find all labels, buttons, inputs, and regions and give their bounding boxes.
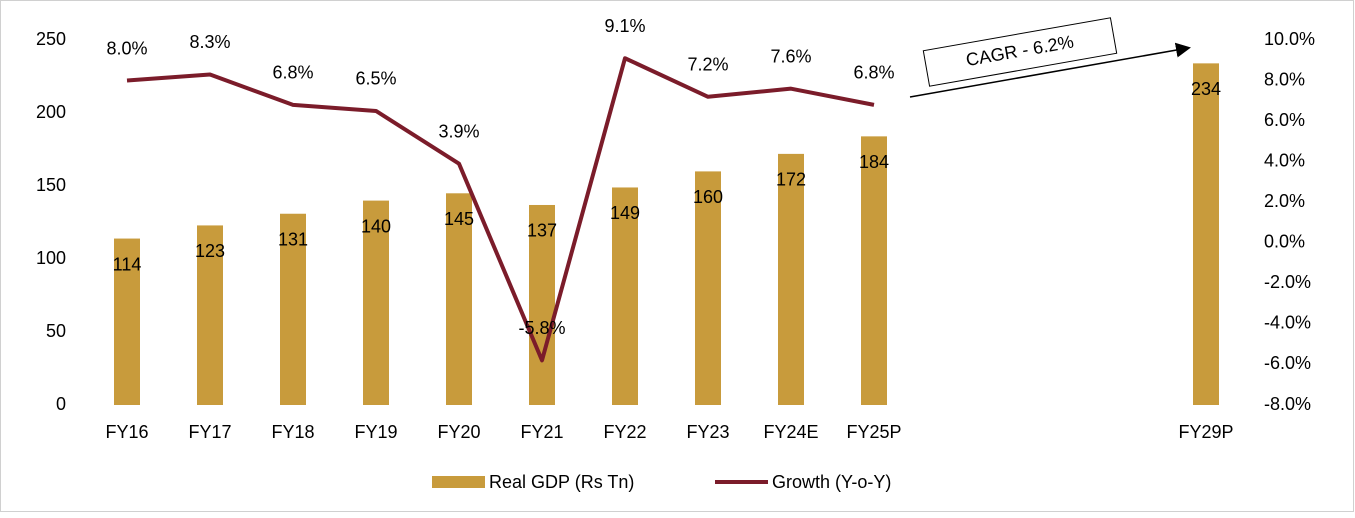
bar-label: 149 <box>610 203 640 223</box>
bar-label: 137 <box>527 221 557 241</box>
x-tick-label: FY21 <box>520 422 563 442</box>
bar-label: 160 <box>693 187 723 207</box>
bar <box>446 193 472 405</box>
y2-tick-label: -4.0% <box>1264 313 1311 333</box>
bar-label: 114 <box>113 254 142 274</box>
line-label: 8.3% <box>189 32 230 52</box>
bar <box>861 136 887 406</box>
y-tick-label: 0 <box>56 394 66 414</box>
line-label: 9.1% <box>604 16 645 36</box>
y2-tick-label: -8.0% <box>1264 394 1311 414</box>
line-label: 6.8% <box>272 63 313 83</box>
bar-label: 123 <box>195 241 225 261</box>
bar <box>778 153 804 405</box>
bar-label: 184 <box>859 152 889 172</box>
line-label: 3.9% <box>438 121 479 141</box>
x-tick-label: FY22 <box>603 422 646 442</box>
y2-tick-label: 0.0% <box>1264 232 1305 252</box>
y2-tick-label: 4.0% <box>1264 150 1305 170</box>
x-tick-label: FY16 <box>105 422 148 442</box>
y2-tick-label: 8.0% <box>1264 69 1305 89</box>
line-label: 8.0% <box>106 38 147 58</box>
y2-tick-label: 2.0% <box>1264 191 1305 211</box>
bar <box>280 213 306 405</box>
x-tick-label: FY29P <box>1178 422 1233 442</box>
x-tick-label: FY18 <box>271 422 314 442</box>
bar <box>529 204 555 405</box>
bar-label: 234 <box>1191 79 1221 99</box>
annotation: CAGR - 6.2% <box>922 17 1118 87</box>
x-tick-label: FY17 <box>188 422 231 442</box>
bar <box>1193 63 1219 406</box>
y2-tick-label: 10.0% <box>1264 29 1315 49</box>
bar <box>695 171 721 405</box>
legend-label: Growth (Y-o-Y) <box>772 472 891 492</box>
y-tick-label: 100 <box>36 248 66 268</box>
legend-label: Real GDP (Rs Tn) <box>489 472 634 492</box>
line-label: 7.6% <box>770 46 811 66</box>
x-tick-label: FY20 <box>437 422 480 442</box>
bar-label: 131 <box>278 229 308 249</box>
legend-swatch <box>432 476 485 488</box>
bar-label: 145 <box>444 209 474 229</box>
y2-tick-label: -6.0% <box>1264 353 1311 373</box>
annotation-arrow <box>909 42 1191 98</box>
y2-tick-label: 6.0% <box>1264 110 1305 130</box>
bar <box>114 238 140 405</box>
x-tick-label: FY25P <box>846 422 901 442</box>
line-label: 7.2% <box>687 55 728 75</box>
line-label: 6.8% <box>853 63 894 83</box>
y-tick-label: 50 <box>46 321 66 341</box>
bar <box>612 187 638 405</box>
y-tick-label: 150 <box>36 175 66 195</box>
annotation-box <box>922 17 1118 87</box>
line <box>126 56 875 363</box>
y-tick-label: 200 <box>36 102 66 122</box>
bar <box>197 225 223 405</box>
bar-label: 172 <box>776 170 806 190</box>
x-tick-label: FY24E <box>763 422 818 442</box>
line-label: -5.8% <box>518 318 565 338</box>
line-label: 6.5% <box>355 69 396 89</box>
x-tick-label: FY23 <box>686 422 729 442</box>
bar <box>363 200 389 405</box>
bar-label: 140 <box>361 216 391 236</box>
x-tick-label: FY19 <box>354 422 397 442</box>
y2-tick-label: -2.0% <box>1264 272 1311 292</box>
y-tick-label: 250 <box>36 29 66 49</box>
